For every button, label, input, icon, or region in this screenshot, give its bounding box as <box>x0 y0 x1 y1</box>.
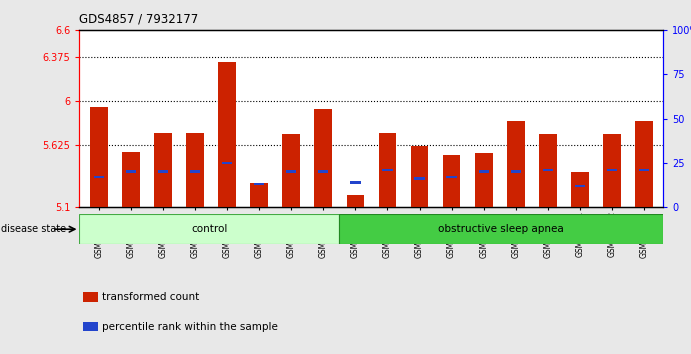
Bar <box>571 172 589 207</box>
Bar <box>126 170 136 173</box>
Bar <box>382 169 392 171</box>
Bar <box>154 133 171 207</box>
Bar <box>286 170 296 173</box>
Bar <box>635 121 653 207</box>
Text: percentile rank within the sample: percentile rank within the sample <box>102 322 278 332</box>
Text: obstructive sleep apnea: obstructive sleep apnea <box>438 224 564 234</box>
Bar <box>511 170 521 173</box>
Bar <box>122 152 140 207</box>
Bar <box>607 169 617 171</box>
Bar <box>479 170 489 173</box>
Text: control: control <box>191 224 227 234</box>
Bar <box>507 121 524 207</box>
Bar <box>379 133 396 207</box>
Bar <box>218 62 236 207</box>
Bar <box>475 153 493 207</box>
Bar <box>339 214 663 244</box>
Bar <box>446 176 457 178</box>
Text: disease state: disease state <box>1 224 66 234</box>
Bar <box>190 170 200 173</box>
Bar <box>639 169 650 171</box>
Bar <box>318 170 328 173</box>
Bar <box>283 134 300 207</box>
Bar <box>222 161 232 164</box>
Bar <box>314 109 332 207</box>
Bar <box>90 107 108 207</box>
Bar <box>350 181 361 184</box>
Bar <box>539 134 557 207</box>
Text: transformed count: transformed count <box>102 292 199 302</box>
Bar <box>83 292 98 302</box>
Text: GDS4857 / 7932177: GDS4857 / 7932177 <box>79 12 199 25</box>
Bar <box>79 214 339 244</box>
Bar <box>186 133 204 207</box>
Bar <box>603 134 621 207</box>
Bar <box>347 195 364 207</box>
Bar <box>93 176 104 178</box>
Bar <box>83 322 98 331</box>
Bar <box>250 183 268 207</box>
Bar <box>254 183 264 185</box>
Bar <box>542 169 553 171</box>
Bar <box>410 146 428 207</box>
Bar <box>443 155 460 207</box>
Bar <box>158 170 168 173</box>
Bar <box>415 177 425 180</box>
Bar <box>575 184 585 187</box>
